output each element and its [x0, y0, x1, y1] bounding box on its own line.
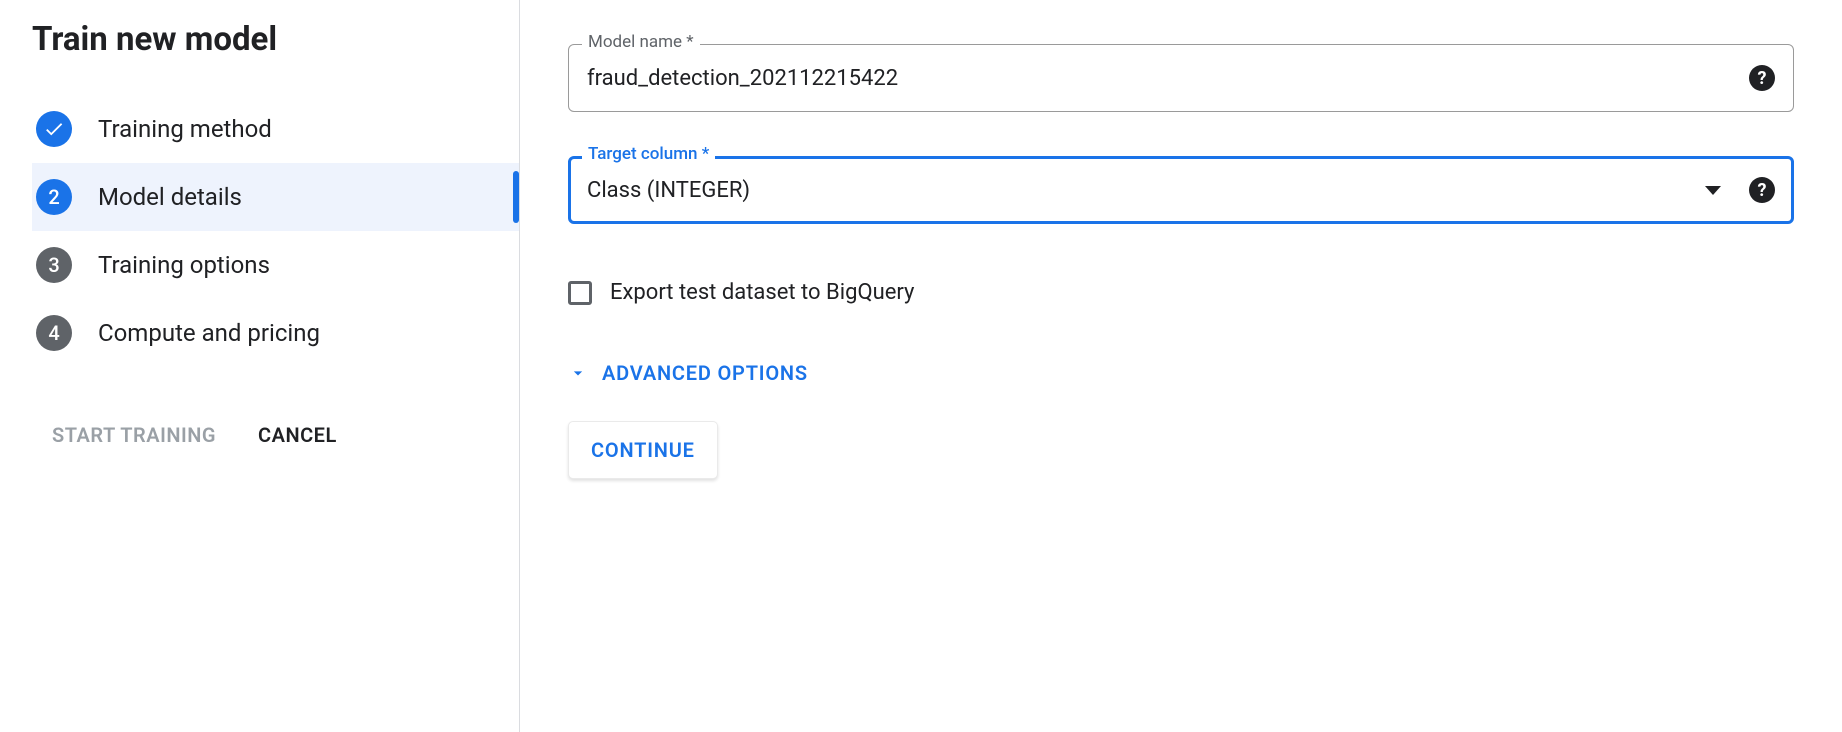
step-list: Training method 2 Model details 3 Traini… [32, 95, 519, 367]
field-icons: ? [1749, 65, 1775, 91]
cancel-button[interactable]: CANCEL [258, 423, 337, 447]
step-label: Training options [98, 251, 270, 279]
chevron-down-icon [1705, 186, 1721, 195]
target-column-field-group: Target column * Class (INTEGER) ? [568, 156, 1794, 224]
model-name-input[interactable]: fraud_detection_202112215422 ? [568, 44, 1794, 112]
chevron-down-icon [568, 363, 588, 383]
step-number-badge: 2 [36, 179, 72, 215]
continue-button[interactable]: CONTINUE [568, 421, 718, 479]
sidebar: Train new model Training method 2 Model … [0, 0, 520, 732]
export-checkbox-row: Export test dataset to BigQuery [568, 280, 1794, 305]
step-number-badge: 4 [36, 315, 72, 351]
check-icon [36, 111, 72, 147]
step-number-badge: 3 [36, 247, 72, 283]
model-name-field-group: Model name * fraud_detection_20211221542… [568, 44, 1794, 112]
page-title: Train new model [32, 20, 519, 59]
sidebar-actions: START TRAINING CANCEL [32, 423, 519, 447]
target-column-value: Class (INTEGER) [587, 178, 1705, 203]
field-icons: ? [1705, 177, 1775, 203]
export-checkbox-label: Export test dataset to BigQuery [610, 280, 914, 305]
step-training-method[interactable]: Training method [32, 95, 519, 163]
target-column-select[interactable]: Class (INTEGER) ? [568, 156, 1794, 224]
main-content: Model name * fraud_detection_20211221542… [520, 0, 1842, 732]
model-name-label: Model name * [582, 32, 700, 52]
step-label: Compute and pricing [98, 319, 320, 347]
model-name-value: fraud_detection_202112215422 [587, 66, 1749, 91]
step-training-options[interactable]: 3 Training options [32, 231, 519, 299]
help-icon[interactable]: ? [1749, 177, 1775, 203]
help-icon[interactable]: ? [1749, 65, 1775, 91]
step-model-details[interactable]: 2 Model details [32, 163, 519, 231]
export-checkbox[interactable] [568, 281, 592, 305]
advanced-options-label: ADVANCED OPTIONS [602, 361, 808, 385]
target-column-label: Target column * [582, 144, 715, 164]
step-compute-pricing[interactable]: 4 Compute and pricing [32, 299, 519, 367]
start-training-button[interactable]: START TRAINING [52, 423, 216, 447]
step-label: Model details [98, 183, 242, 211]
step-label: Training method [98, 115, 272, 143]
advanced-options-toggle[interactable]: ADVANCED OPTIONS [568, 361, 1794, 385]
